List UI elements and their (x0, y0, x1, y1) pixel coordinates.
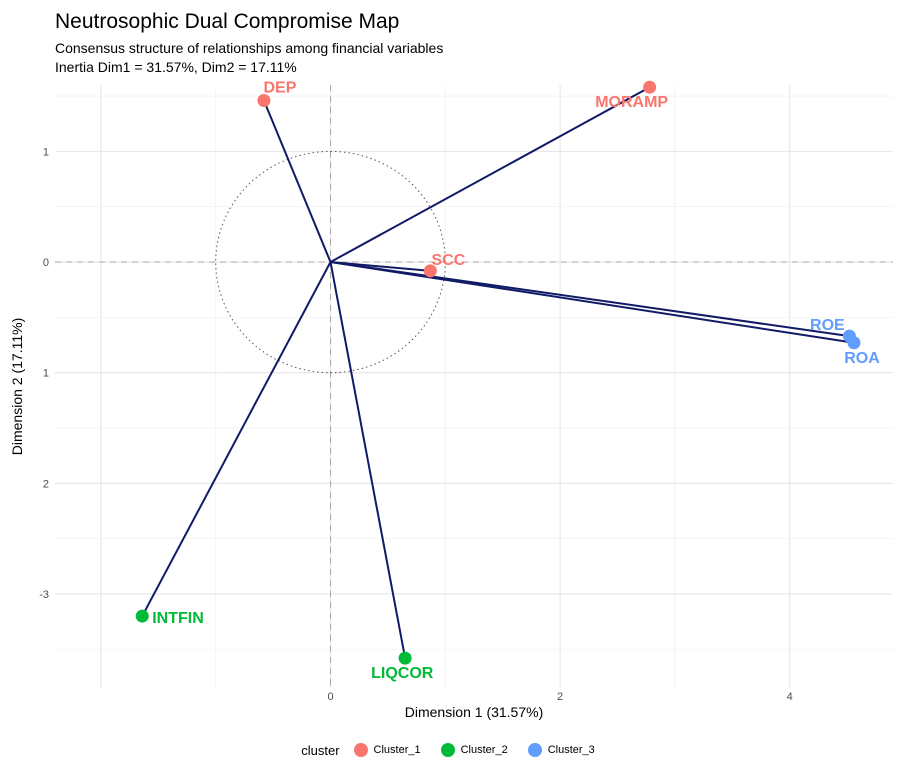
point-label-moramp: MORAMP (595, 94, 668, 111)
vector-dep (263, 100, 332, 263)
grid-layer (55, 85, 893, 688)
legend-title: cluster (301, 742, 340, 758)
point-intfin (135, 609, 149, 623)
point-label-roe: ROE (810, 317, 845, 334)
point-roa (847, 336, 861, 350)
point-dep (257, 93, 271, 107)
y-tick-label: 1 (43, 146, 49, 158)
legend-item-cluster-1: Cluster_1 (353, 743, 421, 757)
correlation-circle (215, 150, 446, 374)
point-liqcor (398, 651, 412, 665)
point-moramp (643, 80, 657, 94)
tick-layer: 0 2 4 1 0 1 2 -3 (39, 146, 793, 703)
y-tick-label: 1 (43, 368, 49, 380)
point-label-dep: DEP (263, 79, 296, 96)
reference-lines (55, 85, 893, 688)
x-tick-label: 0 (327, 691, 333, 703)
legend-label-cluster-3: Cluster_3 (547, 744, 595, 756)
point-scc (423, 264, 437, 278)
point-label-roa: ROA (844, 350, 880, 367)
point-label-scc: SCC (431, 252, 465, 269)
legend: cluster Cluster_1 Cluster_2 Cluster_3 (0, 738, 910, 762)
x-tick-label: 2 (557, 691, 563, 703)
y-axis-title: Dimension 2 (17.11%) (9, 318, 25, 455)
chart-title: Neutrosophic Dual Compromise Map (55, 10, 400, 33)
y-tick-label: 2 (43, 478, 49, 490)
label-layer: DEP MORAMP SCC ROE ROA INTFIN LIQCOR (152, 79, 880, 682)
point-layer (135, 80, 861, 665)
legend-dot-cluster-2 (440, 743, 455, 757)
scatter-plot: DEP MORAMP SCC ROE ROA INTFIN LIQCOR 0 2 4 1 0 1 2 -3… (9, 79, 893, 720)
legend-dot-cluster-1 (353, 743, 368, 757)
vector-moramp (330, 86, 651, 263)
vector-roa (330, 261, 855, 344)
vector-intfin (141, 261, 332, 617)
x-axis-title: Dimension 1 (31.57%) (405, 704, 544, 720)
point-label-liqcor: LIQCOR (371, 665, 434, 682)
legend-label-cluster-1: Cluster_1 (373, 744, 421, 756)
y-tick-label: 0 (43, 257, 49, 269)
vector-liqcor (329, 261, 407, 659)
legend-dot-cluster-3 (527, 743, 542, 757)
x-tick-label: 4 (787, 691, 793, 703)
legend-item-cluster-3: Cluster_3 (527, 743, 595, 757)
chart-subtitle: Consensus structure of relationships amo… (55, 40, 444, 56)
vector-layer (141, 86, 855, 659)
legend-item-cluster-2: Cluster_2 (440, 743, 508, 757)
point-label-intfin: INTFIN (152, 610, 204, 627)
chart-inertia-text: Inertia Dim1 = 31.57%, Dim2 = 17.11% (55, 59, 297, 75)
y-tick-label: -3 (39, 589, 49, 601)
legend-label-cluster-2: Cluster_2 (460, 744, 508, 756)
